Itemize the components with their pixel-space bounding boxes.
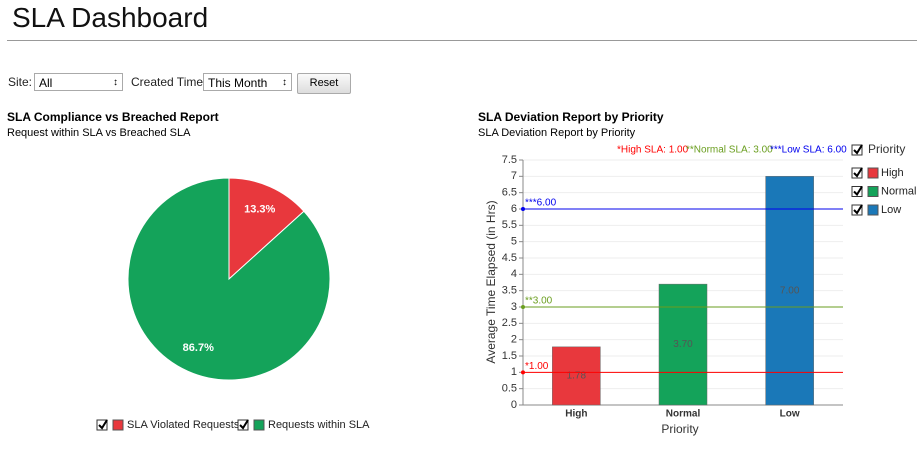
chart-subtitle: SLA Deviation Report by Priority bbox=[478, 127, 636, 139]
bar bbox=[765, 176, 814, 406]
checkbox[interactable] bbox=[237, 419, 249, 431]
y-tick-label: 1.5 bbox=[502, 350, 517, 362]
reference-marker bbox=[521, 207, 525, 211]
y-tick-label: 6.5 bbox=[502, 187, 517, 199]
y-tick-label: 5 bbox=[511, 236, 517, 248]
y-tick-label: 0.5 bbox=[502, 383, 517, 395]
data-label: 86.7% bbox=[183, 342, 214, 354]
y-tick-label: 1 bbox=[511, 366, 517, 378]
legend-label: SLA Violated Requests bbox=[127, 419, 240, 431]
bar bbox=[658, 283, 708, 406]
checkmark[interactable] bbox=[853, 144, 863, 155]
y-tick-label: 7.5 bbox=[502, 154, 517, 166]
checkbox[interactable] bbox=[96, 419, 108, 431]
reference-note: **Normal SLA: 3.00 bbox=[686, 145, 773, 156]
bar bbox=[552, 346, 601, 406]
checkbox[interactable] bbox=[851, 144, 863, 156]
y-tick-label: 7 bbox=[511, 170, 517, 182]
chart-title: SLA Deviation Report by Priority bbox=[478, 110, 664, 124]
reference-label: *1.00 bbox=[525, 361, 549, 372]
site-select[interactable]: All bbox=[34, 73, 123, 92]
checkmark[interactable] bbox=[853, 167, 863, 178]
y-tick-label: 4.5 bbox=[502, 252, 517, 264]
reset-button[interactable]: Reset bbox=[297, 73, 351, 94]
x-axis-title: Priority bbox=[661, 422, 698, 436]
y-tick-label: 3.5 bbox=[502, 285, 517, 297]
data-label: 13.3% bbox=[244, 204, 275, 216]
reference-label: **3.00 bbox=[525, 296, 553, 307]
reference-marker bbox=[521, 305, 525, 309]
legend-label: Low bbox=[881, 204, 901, 216]
pie-slice bbox=[228, 177, 305, 281]
divider bbox=[7, 40, 917, 41]
data-label: 3.70 bbox=[673, 339, 693, 350]
reference-label: ***6.00 bbox=[525, 198, 557, 209]
time-select[interactable]: This Month bbox=[203, 73, 292, 92]
checkbox[interactable] bbox=[851, 186, 863, 197]
legend-label: Requests within SLA bbox=[268, 419, 370, 431]
legend-label: Normal bbox=[881, 185, 916, 197]
x-tick-label: High bbox=[565, 409, 587, 420]
legend-swatch bbox=[112, 419, 124, 431]
y-tick-label: 2 bbox=[511, 334, 517, 346]
legend-title: Priority bbox=[868, 142, 905, 156]
reference-note: *High SLA: 1.00 bbox=[617, 145, 689, 156]
data-label: 1.78 bbox=[567, 371, 587, 382]
checkmark[interactable] bbox=[853, 185, 863, 197]
chart-subtitle: Request within SLA vs Breached SLA bbox=[7, 127, 191, 139]
y-axis-title: Average Time Elapsed (in Hrs) bbox=[484, 200, 498, 363]
site-label: Site: bbox=[8, 75, 33, 89]
reference-note: ***Low SLA: 6.00 bbox=[770, 145, 847, 156]
time-label: Created Time: bbox=[131, 75, 207, 89]
legend-swatch bbox=[867, 186, 879, 197]
data-label: 7.00 bbox=[780, 285, 800, 296]
legend-label: High bbox=[881, 167, 904, 179]
page-title: SLA Dashboard bbox=[12, 2, 209, 33]
y-tick-label: 3 bbox=[511, 301, 517, 313]
y-tick-label: 5.5 bbox=[502, 219, 517, 231]
x-tick-label: Low bbox=[780, 409, 800, 420]
legend-swatch bbox=[867, 204, 879, 216]
checkmark[interactable] bbox=[853, 204, 863, 215]
checkbox[interactable] bbox=[851, 204, 863, 216]
y-tick-label: 0 bbox=[511, 399, 517, 411]
y-tick-label: 2.5 bbox=[502, 317, 517, 329]
x-tick-label: Normal bbox=[666, 409, 701, 420]
checkmark[interactable] bbox=[98, 419, 108, 430]
y-tick-label: 6 bbox=[511, 203, 517, 215]
y-tick-label: 4 bbox=[511, 268, 517, 280]
checkbox[interactable] bbox=[851, 167, 863, 179]
chart-title: SLA Compliance vs Breached Report bbox=[7, 110, 219, 124]
legend-swatch bbox=[867, 167, 879, 179]
legend-swatch bbox=[253, 419, 265, 431]
pie-slice bbox=[127, 177, 331, 381]
checkmark[interactable] bbox=[239, 419, 249, 430]
reference-marker bbox=[521, 370, 525, 375]
